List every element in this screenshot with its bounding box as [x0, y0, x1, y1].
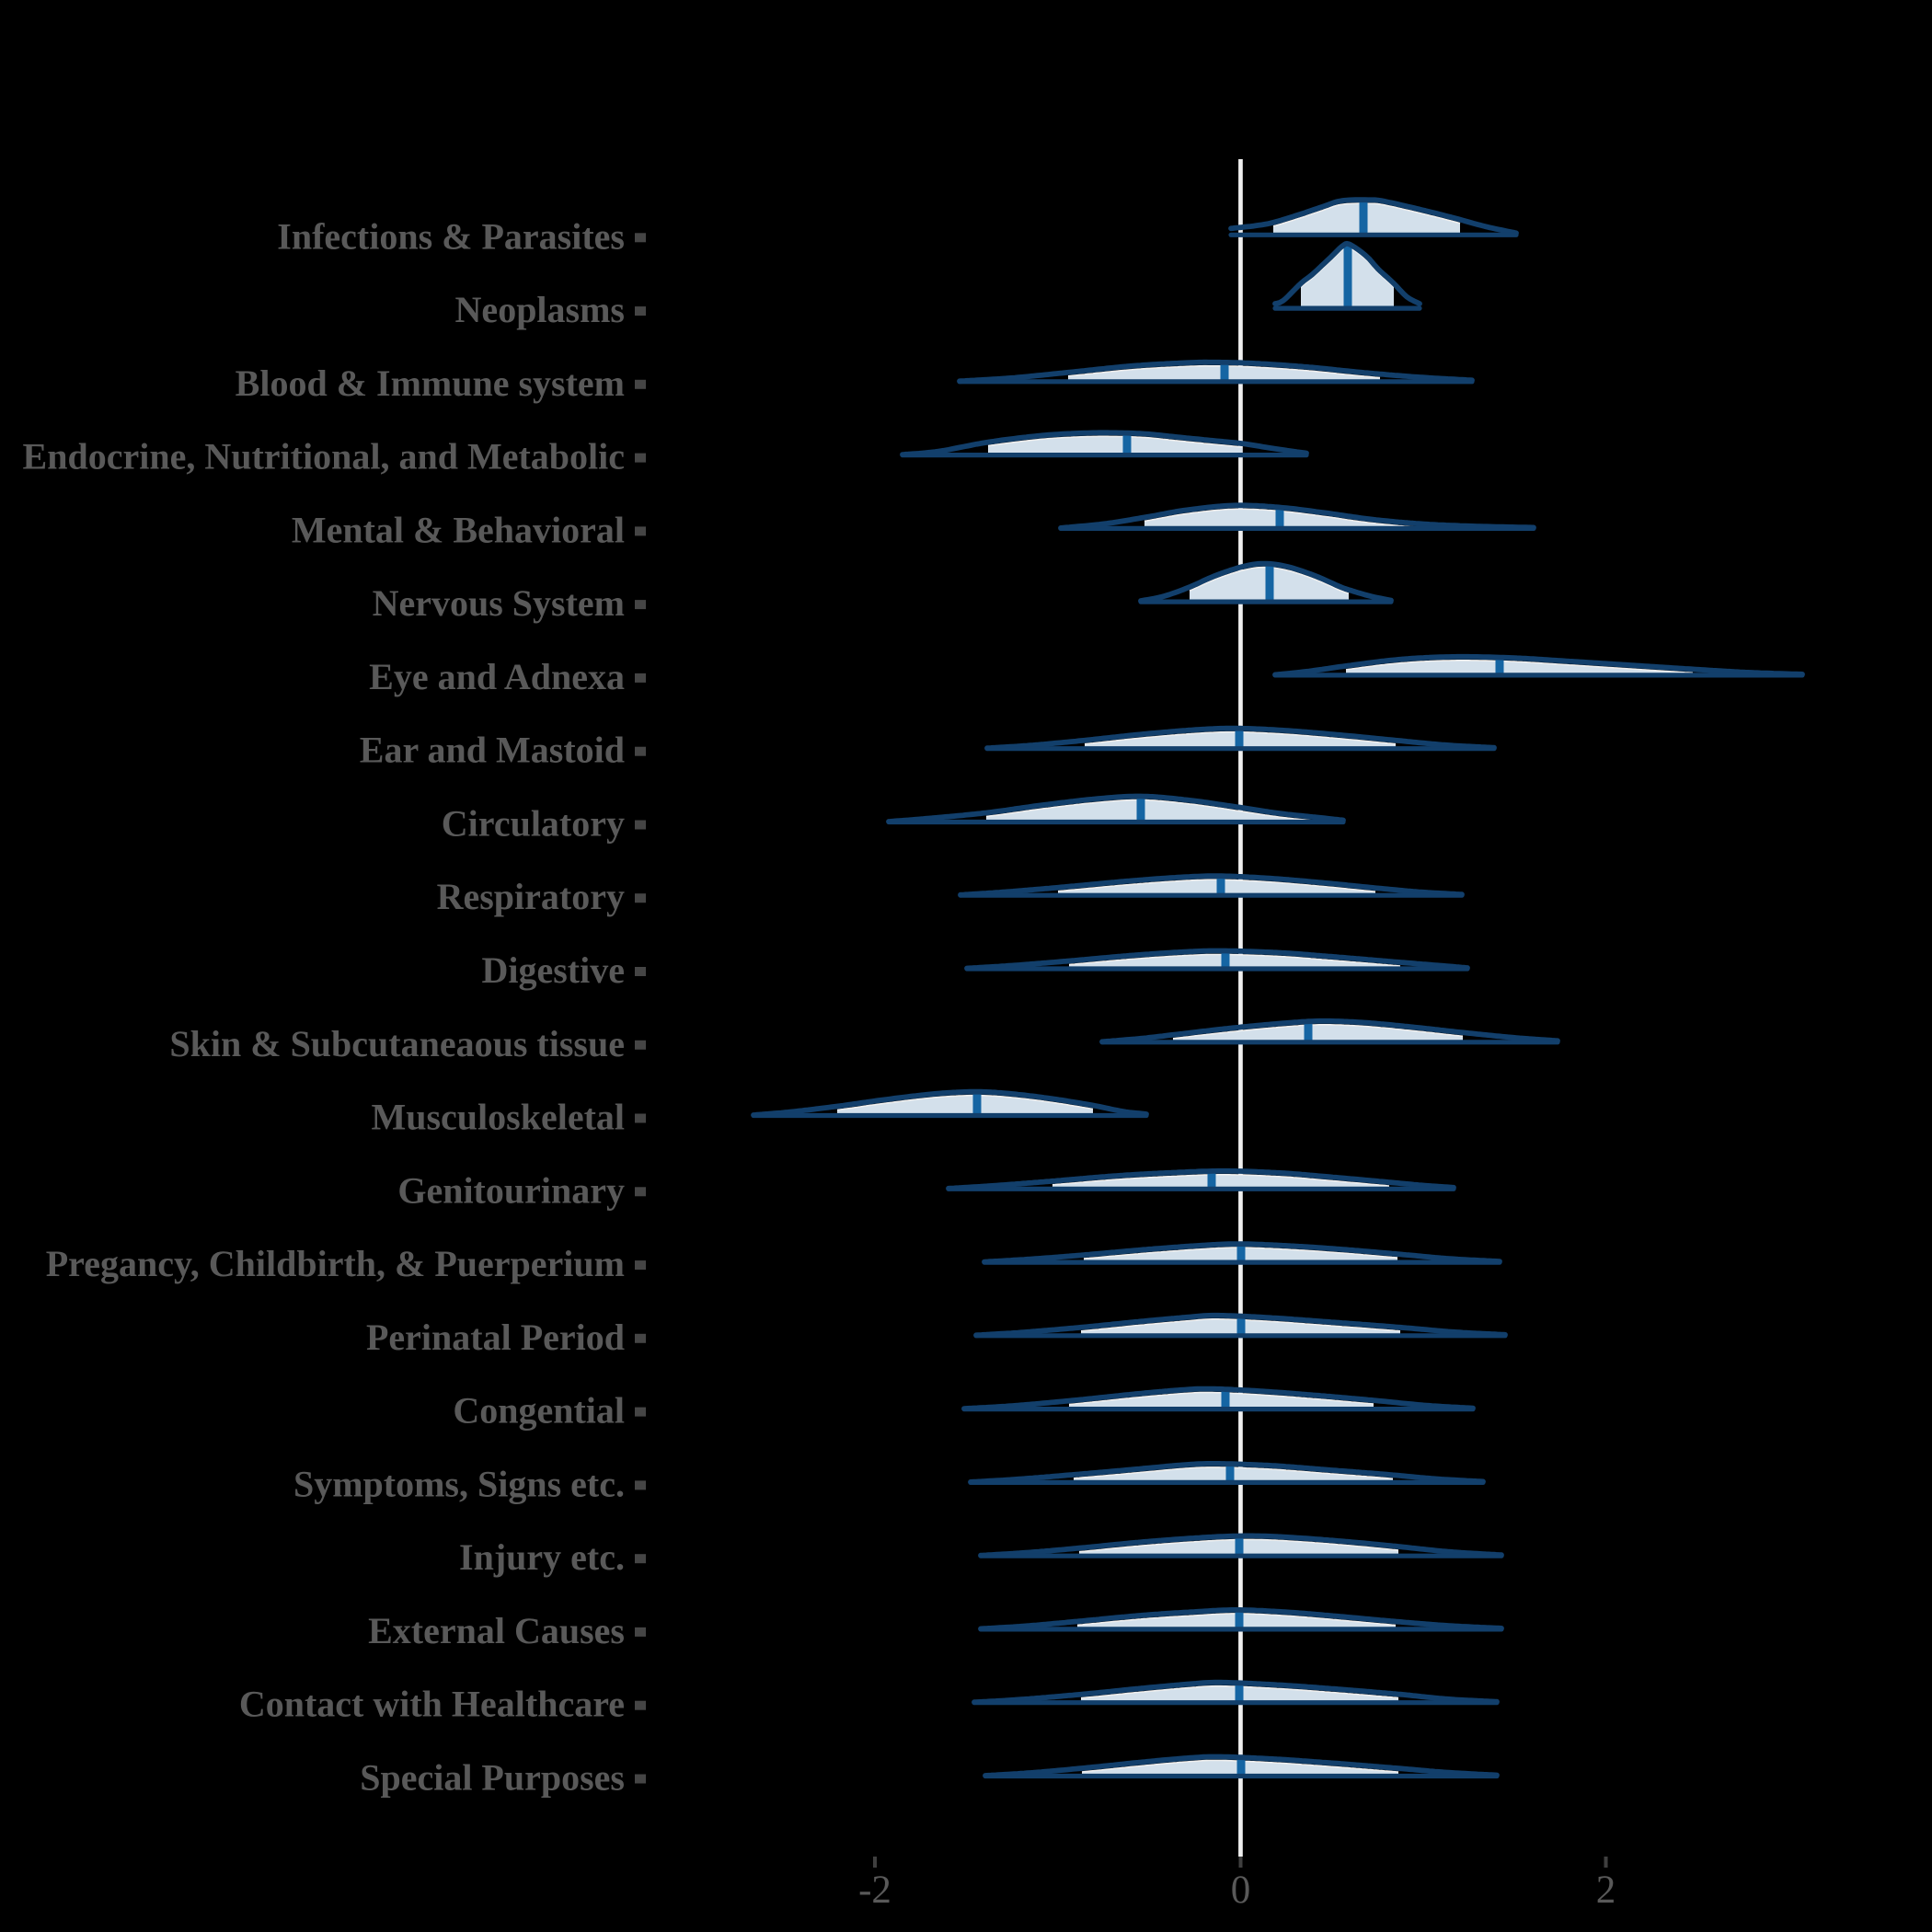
svg-text:Pregancy, Childbirth, & Puerpe: Pregancy, Childbirth, & Puerperium: [46, 1243, 625, 1284]
svg-text:Endocrine, Nutritional, and Me: Endocrine, Nutritional, and Metabolic: [23, 436, 625, 477]
svg-text:Eye and Adnexa: Eye and Adnexa: [369, 656, 625, 697]
svg-text:Neoplasms: Neoplasms: [455, 289, 625, 330]
svg-text:Contact with Healthcare: Contact with Healthcare: [239, 1684, 625, 1725]
svg-text:Symptoms, Signs etc.: Symptoms, Signs etc.: [293, 1463, 625, 1504]
svg-text:0: 0: [1231, 1869, 1251, 1912]
svg-text:Musculoskeletal: Musculoskeletal: [371, 1097, 625, 1138]
svg-text:Infections & Parasites: Infections & Parasites: [277, 215, 625, 257]
svg-text:Digestive: Digestive: [481, 949, 625, 991]
svg-text:External Causes: External Causes: [368, 1610, 625, 1651]
svg-text:Special Purposes: Special Purposes: [360, 1757, 625, 1799]
svg-text:Injury etc.: Injury etc.: [459, 1536, 625, 1578]
svg-text:Perinatal Period: Perinatal Period: [366, 1317, 625, 1358]
svg-text:Ear and Mastoid: Ear and Mastoid: [360, 730, 625, 771]
svg-text:Respiratory: Respiratory: [437, 876, 625, 917]
svg-text:-2: -2: [858, 1869, 891, 1912]
svg-text:Genitourinary: Genitourinary: [397, 1169, 625, 1211]
svg-text:Blood & Immune system: Blood & Immune system: [236, 362, 625, 404]
svg-text:2: 2: [1596, 1869, 1616, 1912]
svg-text:Congential: Congential: [453, 1390, 625, 1432]
svg-text:Mental & Behavioral: Mental & Behavioral: [292, 509, 625, 550]
svg-text:Circulatory: Circulatory: [442, 803, 625, 845]
svg-text:Nervous System: Nervous System: [373, 582, 625, 624]
svg-text:Skin & Subcutaneaous tissue: Skin & Subcutaneaous tissue: [169, 1023, 625, 1064]
